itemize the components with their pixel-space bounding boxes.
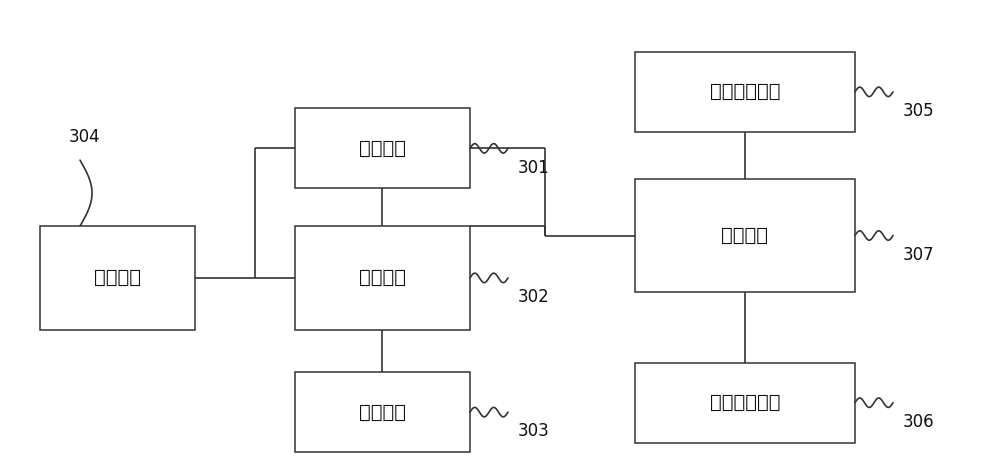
- FancyBboxPatch shape: [40, 226, 195, 330]
- Text: 306: 306: [903, 413, 935, 431]
- Text: 选择单元: 选择单元: [359, 139, 406, 158]
- FancyBboxPatch shape: [295, 372, 470, 452]
- FancyBboxPatch shape: [635, 363, 855, 443]
- Text: 305: 305: [903, 102, 935, 120]
- Text: 307: 307: [903, 246, 935, 264]
- Text: 304: 304: [69, 128, 101, 146]
- Text: 电压采样单元: 电压采样单元: [710, 393, 780, 412]
- FancyBboxPatch shape: [295, 108, 470, 188]
- Text: 对比单元: 对比单元: [359, 268, 406, 287]
- Text: 302: 302: [518, 288, 550, 306]
- Text: 301: 301: [518, 159, 550, 177]
- FancyBboxPatch shape: [635, 179, 855, 292]
- Text: 设定单元: 设定单元: [94, 268, 141, 287]
- Text: 电流采样单元: 电流采样单元: [710, 82, 780, 101]
- FancyBboxPatch shape: [295, 226, 470, 330]
- Text: 投切单元: 投切单元: [359, 403, 406, 422]
- Text: 计算单元: 计算单元: [722, 226, 768, 245]
- FancyBboxPatch shape: [635, 52, 855, 132]
- Text: 303: 303: [518, 422, 550, 440]
